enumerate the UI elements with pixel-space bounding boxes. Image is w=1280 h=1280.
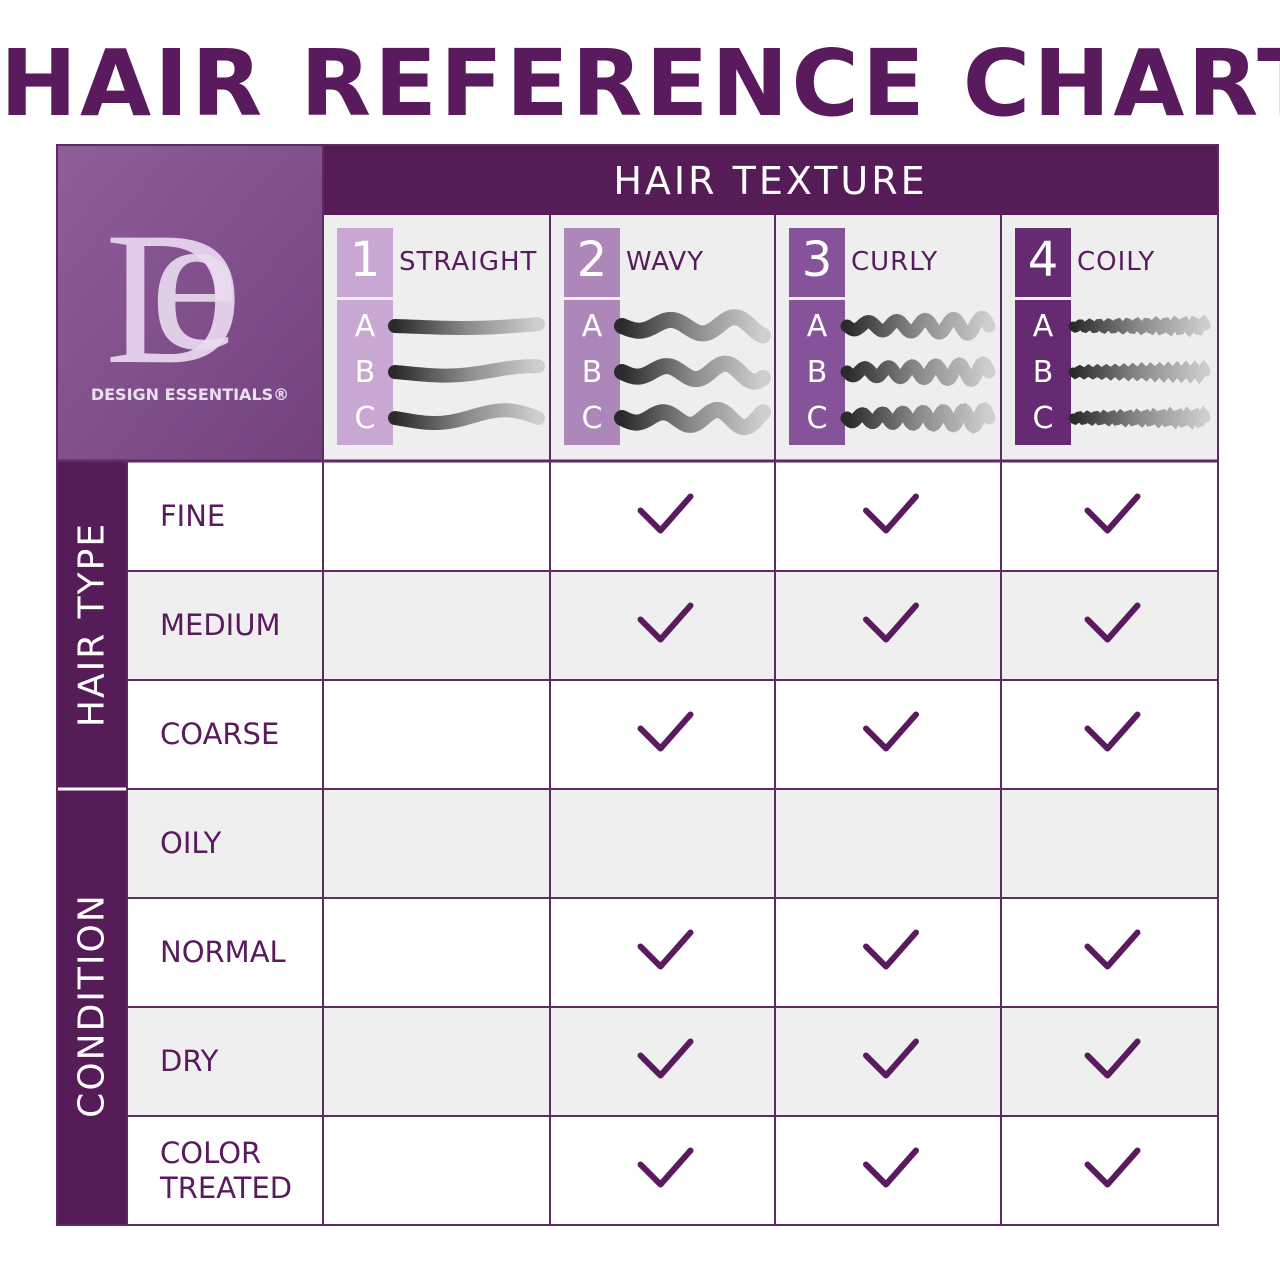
- texture-name: WAVY: [626, 247, 705, 277]
- texture-number: 2: [576, 232, 608, 288]
- texture-name: STRAIGHT: [399, 247, 538, 277]
- subtype-letter: C: [581, 401, 603, 436]
- row-label: COARSE: [160, 717, 280, 751]
- check-mark: [637, 1147, 694, 1188]
- hair-swatch: [1068, 314, 1211, 338]
- hair-swatch: [614, 402, 771, 436]
- row-background: [127, 789, 1218, 898]
- texture-name: COILY: [1077, 247, 1156, 277]
- subtype-letter: C: [354, 401, 376, 436]
- check-mark: [1084, 1038, 1141, 1079]
- hair-swatch: [388, 403, 545, 430]
- check-mark: [1084, 1147, 1141, 1188]
- hair-swatch: [840, 356, 996, 388]
- group-label: CONDITION: [71, 893, 113, 1118]
- subtype-letter: A: [354, 309, 376, 344]
- row-label: FINE: [160, 499, 226, 533]
- check-mark: [1084, 711, 1141, 752]
- row-label: NORMAL: [160, 935, 286, 969]
- texture-number-box: [564, 228, 620, 297]
- hair-swatch: [840, 310, 996, 341]
- texture-name: CURLY: [851, 247, 939, 277]
- check-mark: [1084, 929, 1141, 970]
- hair-swatch: [840, 402, 996, 434]
- subtype-box: [1015, 300, 1071, 445]
- subtype-letter: A: [806, 309, 828, 344]
- texture-number-box: [337, 228, 393, 297]
- texture-number: 3: [801, 232, 833, 288]
- row-label: COLOR TREATED: [160, 1135, 293, 1205]
- logo-name: DESIGN ESSENTIALS®: [90, 385, 290, 404]
- texture-number: 4: [1027, 232, 1059, 288]
- row-label: MEDIUM: [160, 608, 281, 642]
- subtype-letter: B: [1032, 355, 1054, 390]
- header-text: HAIR TEXTURE: [613, 159, 928, 203]
- group-label: HAIR TYPE: [71, 521, 113, 727]
- texture-number-box: [1015, 228, 1071, 297]
- hair-swatch: [1068, 359, 1211, 385]
- check-mark: [863, 1147, 919, 1188]
- table-border: [56, 144, 1219, 1226]
- subtype-letter: C: [1032, 401, 1054, 436]
- check-mark: [863, 1038, 919, 1079]
- check-mark: [637, 711, 694, 752]
- check-mark: [1084, 493, 1141, 534]
- subtype-box: [564, 300, 620, 445]
- hair-swatch: [388, 359, 545, 383]
- group-cell: [57, 462, 127, 789]
- subtype-letter: B: [581, 355, 603, 390]
- subtype-letter: C: [806, 401, 828, 436]
- row-label: OILY: [160, 826, 222, 860]
- logo-letter: D: [105, 194, 242, 404]
- subtype-box: [337, 300, 393, 445]
- header-band: [323, 145, 1218, 215]
- check-mark: [863, 602, 919, 643]
- hair-swatch: [614, 309, 771, 344]
- hair-swatch: [388, 317, 545, 335]
- row-label: DRY: [160, 1044, 219, 1078]
- subtype-letter: A: [581, 309, 603, 344]
- subtype-letter: A: [1032, 309, 1054, 344]
- check-mark: [637, 1038, 694, 1079]
- check-mark: [1084, 602, 1141, 643]
- texture-number: 1: [349, 232, 381, 288]
- check-mark: [637, 929, 694, 970]
- subtype-letter: B: [806, 355, 828, 390]
- check-mark: [637, 602, 694, 643]
- subtype-box: [789, 300, 845, 445]
- title: HAIR REFERENCE CHART: [0, 30, 1280, 137]
- check-mark: [863, 929, 919, 970]
- check-mark: [863, 711, 919, 752]
- logo-cell: [57, 145, 323, 460]
- texture-number-box: [789, 228, 845, 297]
- subtype-letter: B: [354, 355, 376, 390]
- group-cell: [57, 789, 127, 1225]
- check-mark: [637, 493, 694, 534]
- hair-swatch: [614, 355, 771, 390]
- hair-swatch: [1068, 405, 1211, 430]
- check-mark: [863, 493, 919, 534]
- logo-letter: e: [150, 171, 239, 392]
